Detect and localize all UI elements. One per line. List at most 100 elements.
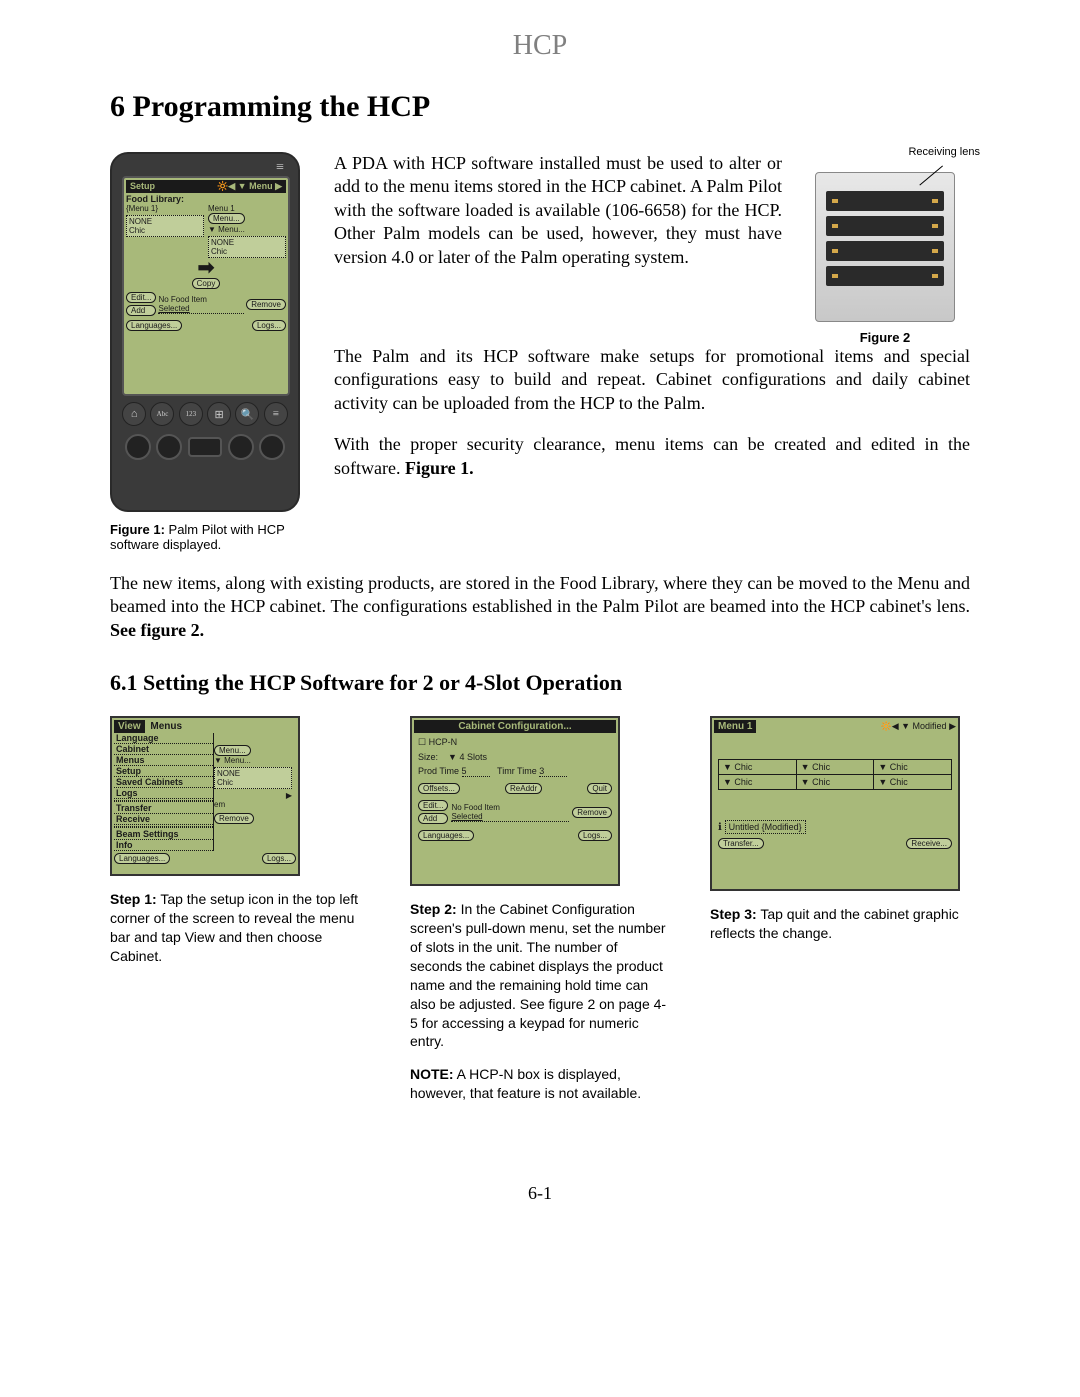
untitled-status: Untitled {Modified}	[725, 820, 806, 834]
add-button[interactable]: Add	[126, 305, 156, 316]
p4-text: The new items, along with existing produ…	[110, 573, 970, 616]
edit-button[interactable]: Edit...	[126, 292, 156, 303]
copy-arrow-icon: ➡	[126, 258, 286, 278]
steps-row: View Menus Language Cabinet Menus Setup …	[110, 716, 970, 1103]
menus-menu-tab[interactable]: Menus	[147, 721, 182, 732]
grid-cell-2-2[interactable]: ▼ Chic	[797, 775, 875, 789]
transfer-button[interactable]: Transfer...	[718, 838, 764, 849]
logs-button[interactable]: Logs...	[252, 320, 286, 331]
silk-home-icon: ⌂	[122, 402, 146, 426]
s3-modified-dd[interactable]: 🔆◀ ▼ Modified ▶	[881, 721, 957, 732]
step-3-text: Step 3: Tap quit and the cabinet graphic…	[710, 905, 970, 943]
s1-remove-button[interactable]: Remove	[214, 813, 254, 824]
grid-cell-1-3[interactable]: ▼ Chic	[874, 760, 951, 774]
list-item-chic-r: Chic	[211, 247, 283, 256]
s1-em: em	[214, 800, 292, 809]
s1-logs-button[interactable]: Logs...	[262, 853, 296, 864]
grid-cell-2-1[interactable]: ▼ Chic	[719, 775, 797, 789]
receive-button[interactable]: Receive...	[906, 838, 952, 849]
timr-time-label: Timr Time	[497, 766, 537, 776]
food-library-label: Food Library:	[126, 194, 184, 204]
step1-bold: Step 1:	[110, 891, 157, 907]
paragraph-3: With the proper security clearance, menu…	[334, 433, 970, 480]
silk-find-icon: 🔍	[235, 402, 259, 426]
grid-cell-2-3[interactable]: ▼ Chic	[874, 775, 951, 789]
middle-text-column: A PDA with HCP software installed must b…	[334, 152, 970, 552]
section-6-1-title: 6.1 Setting the HCP Software for 2 or 4-…	[110, 670, 970, 696]
paragraph-1: A PDA with HCP software installed must b…	[334, 152, 782, 269]
s2-logs-button[interactable]: Logs...	[578, 830, 612, 841]
readdr-button[interactable]: ReAddr	[505, 783, 542, 794]
s2-edit-button[interactable]: Edit...	[418, 800, 448, 811]
menu-item-receive[interactable]: Receive	[114, 814, 213, 825]
size-dropdown[interactable]: 4 Slots	[459, 752, 487, 762]
prod-time-label: Prod Time	[418, 766, 459, 776]
menu-dropdown[interactable]: ▼ Menu...	[208, 225, 245, 234]
timr-time-input[interactable]: 3	[539, 766, 567, 777]
menu-button[interactable]: Menu...	[208, 213, 245, 224]
s2-languages-button[interactable]: Languages...	[418, 830, 474, 841]
grid-cell-1-2[interactable]: ▼ Chic	[797, 760, 875, 774]
figure-1-column: ≡ Setup 🔆◀ ▼ Menu ▶ Food Library: {Menu …	[110, 152, 310, 552]
left-list: NONE Chic	[126, 215, 204, 237]
prod-time-input[interactable]: 5	[462, 766, 490, 777]
menu-item-beam-settings[interactable]: Beam Settings	[114, 829, 213, 840]
step1-right-panel: Menu... ▼ Menu... NONE Chic ▶ em Remove	[214, 733, 292, 851]
s1-languages-button[interactable]: Languages...	[114, 853, 170, 864]
menu-item-saved-cabinets[interactable]: Saved Cabinets	[114, 777, 213, 788]
p3-bold: Figure 1.	[405, 458, 474, 478]
copy-button[interactable]: Copy	[192, 278, 221, 289]
step2-screen: Cabinet Configuration... ☐ HCP-N Size: ▼…	[410, 716, 620, 886]
menu-item-language[interactable]: Language	[114, 733, 213, 744]
menu-item-transfer[interactable]: Transfer	[114, 803, 213, 814]
offsets-button[interactable]: Offsets...	[418, 783, 460, 794]
page-header: HCP	[110, 30, 970, 62]
palm-hardware-buttons	[122, 434, 288, 460]
menu1-text: {Menu 1}	[126, 204, 204, 213]
cabinet-slot-1	[826, 191, 944, 211]
hw-btn-center	[188, 437, 222, 457]
menu-item-setup[interactable]: Setup	[114, 766, 213, 777]
s1-menu-button[interactable]: Menu...	[214, 745, 251, 756]
step2-body: In the Cabinet Configuration screen's pu…	[410, 901, 666, 1049]
hcp-cabinet	[815, 172, 955, 322]
view-menu-tab[interactable]: View	[114, 720, 145, 733]
quit-button[interactable]: Quit	[587, 783, 612, 794]
selected-label: Selected	[158, 304, 244, 313]
step2-note-bold: NOTE:	[410, 1066, 454, 1082]
menu-item-info[interactable]: Info	[114, 840, 213, 851]
s2-no-food: No Food Item	[451, 803, 569, 812]
s3-bottom: ℹ Untitled {Modified} Transfer... Receiv…	[718, 820, 952, 849]
step-2-column: Cabinet Configuration... ☐ HCP-N Size: ▼…	[410, 716, 670, 1103]
s1-menu-dd[interactable]: ▼ Menu...	[214, 756, 251, 765]
cabinet-slot-2	[826, 216, 944, 236]
palm-screen: Setup 🔆◀ ▼ Menu ▶ Food Library: {Menu 1}…	[122, 176, 290, 396]
step-1-column: View Menus Language Cabinet Menus Setup …	[110, 716, 370, 966]
hcpn-label: HCP-N	[429, 737, 458, 747]
no-food-label: No Food Item	[158, 295, 244, 304]
grid-cell-1-1[interactable]: ▼ Chic	[719, 760, 797, 774]
receiving-lens-label: Receiving lens	[908, 146, 980, 158]
time-row: Prod Time 5 Timr Time 3	[418, 766, 612, 777]
top-section: ≡ Setup 🔆◀ ▼ Menu ▶ Food Library: {Menu …	[110, 152, 970, 552]
list-item-chic: Chic	[129, 226, 201, 235]
step1-screen: View Menus Language Cabinet Menus Setup …	[110, 716, 300, 876]
list-item-none-r: NONE	[211, 238, 283, 247]
paragraph-4: The new items, along with existing produ…	[110, 572, 970, 642]
figure-2-caption: Figure 2	[800, 330, 970, 345]
hcpn-row: ☐ HCP-N	[418, 737, 612, 748]
s1-chic: Chic	[217, 778, 289, 787]
menu-item-menus[interactable]: Menus	[114, 755, 213, 766]
step-2-note: NOTE: A HCP-N box is displayed, however,…	[410, 1065, 670, 1103]
s2-add-button[interactable]: Add	[418, 813, 448, 824]
silk-menu-icon: ≡	[264, 402, 288, 426]
remove-button[interactable]: Remove	[246, 299, 286, 310]
chapter-title: 6 Programming the HCP	[110, 90, 970, 124]
palm-silk-area: ⌂ Abc 123 ⊞ 🔍 ≡	[122, 402, 288, 426]
s2-remove-button[interactable]: Remove	[572, 807, 612, 818]
step-2-text: Step 2: In the Cabinet Configuration scr…	[410, 900, 670, 1051]
menu-item-logs[interactable]: Logs	[114, 788, 213, 799]
menu-item-cabinet[interactable]: Cabinet	[114, 744, 213, 755]
hw-btn-4	[259, 434, 285, 460]
languages-button[interactable]: Languages...	[126, 320, 182, 331]
